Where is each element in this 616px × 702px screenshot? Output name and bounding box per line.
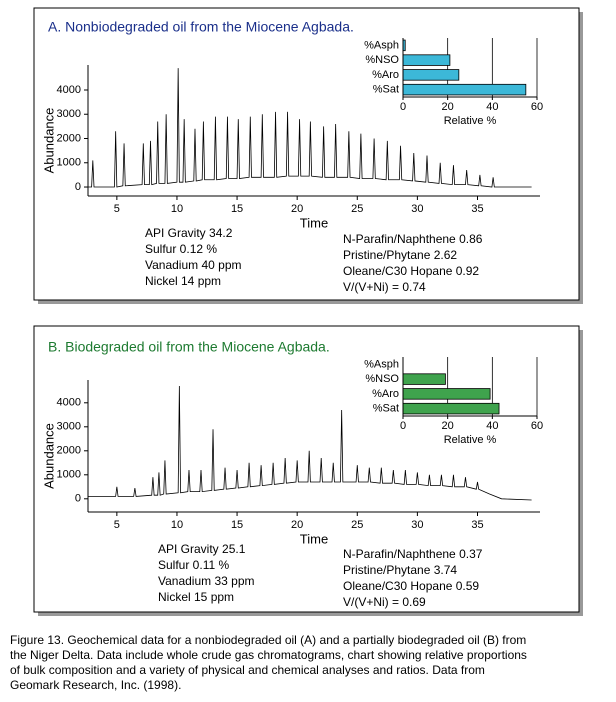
y-tick-label: 3000 xyxy=(57,108,81,120)
ratio-note: Pristine/Phytane 2.62 xyxy=(343,248,457,262)
x-tick-label: 10 xyxy=(171,203,183,215)
y-axis-label: Abundance xyxy=(41,108,56,174)
x-tick-label: 40 xyxy=(486,420,498,432)
category-label: %Aro xyxy=(372,69,399,81)
ratio-note: Oleane/C30 Hopane 0.59 xyxy=(343,579,479,593)
y-axis-label: Abundance xyxy=(41,423,56,489)
bar xyxy=(402,83,527,96)
category-label: %Sat xyxy=(373,403,399,415)
y-tick-label: 3000 xyxy=(57,421,81,433)
x-tick-label: 20 xyxy=(442,420,454,432)
y-tick-label: 1000 xyxy=(57,157,81,169)
x-axis-label: Time xyxy=(300,531,328,546)
x-tick-label: 5 xyxy=(114,519,120,531)
x-tick-label: 60 xyxy=(531,420,543,432)
category-label: %Aro xyxy=(372,388,399,400)
bar xyxy=(402,388,491,400)
panel-title: B. Biodegraded oil from the Miocene Agba… xyxy=(48,339,330,355)
x-tick-label: 15 xyxy=(231,203,243,215)
caption-line: the Niger Delta. Data include whole crud… xyxy=(10,648,527,662)
x-tick-label: 20 xyxy=(442,101,454,113)
category-label: %NSO xyxy=(365,373,399,385)
x-tick-label: 30 xyxy=(411,203,423,215)
y-tick-label: 2000 xyxy=(57,445,81,457)
category-label: %Asph xyxy=(364,358,399,370)
ratio-note: V/(V+Ni) = 0.69 xyxy=(343,595,426,609)
category-label: %NSO xyxy=(365,54,399,66)
x-axis-label: Time xyxy=(300,215,328,230)
bar xyxy=(402,402,500,415)
chromatogram xyxy=(88,385,532,501)
x-tick-label: 5 xyxy=(114,203,120,215)
bar xyxy=(402,69,460,81)
caption-line: Figure 13. Geochemical data for a nonbio… xyxy=(10,633,526,647)
y-tick-label: 0 xyxy=(75,181,81,193)
x-tick-label: 25 xyxy=(351,203,363,215)
x-tick-label: 35 xyxy=(471,203,483,215)
ratio-note: N-Parafin/Naphthene 0.86 xyxy=(343,232,483,246)
caption-line: of bulk composition and a variety of phy… xyxy=(10,663,485,677)
ratio-note: N-Parafin/Naphthene 0.37 xyxy=(343,547,483,561)
y-tick-label: 4000 xyxy=(57,84,81,96)
category-label: %Sat xyxy=(373,84,399,96)
x-tick-label: 60 xyxy=(531,101,543,113)
analysis-note: Vanadium 33 ppm xyxy=(158,574,255,588)
ratio-note: Pristine/Phytane 3.74 xyxy=(343,563,457,577)
x-tick-label: 0 xyxy=(400,101,406,113)
analysis-note: Nickel 15 ppm xyxy=(158,590,234,604)
ratio-note: V/(V+Ni) = 0.74 xyxy=(343,280,426,294)
x-tick-label: 0 xyxy=(400,420,406,432)
x-tick-label: 30 xyxy=(411,519,423,531)
panel-title: A. Nonbiodegraded oil from the Miocene A… xyxy=(48,19,354,35)
analysis-note: Sulfur 0.11 % xyxy=(158,558,229,572)
category-label: %Asph xyxy=(364,39,399,51)
bar xyxy=(402,54,451,66)
x-tick-label: 25 xyxy=(351,519,363,531)
y-tick-label: 1000 xyxy=(57,469,81,481)
y-tick-label: 2000 xyxy=(57,132,81,144)
analysis-note: API Gravity 34.2 xyxy=(145,226,233,240)
x-tick-label: 20 xyxy=(291,519,303,531)
bar xyxy=(402,373,446,385)
x-tick-label: 40 xyxy=(486,101,498,113)
x-tick-label: 20 xyxy=(291,203,303,215)
ratio-note: Oleane/C30 Hopane 0.92 xyxy=(343,264,479,278)
x-axis-label: Relative % xyxy=(444,115,497,127)
x-tick-label: 15 xyxy=(231,519,243,531)
analysis-note: Nickel 14 ppm xyxy=(145,274,221,288)
x-tick-label: 35 xyxy=(471,519,483,531)
x-tick-label: 10 xyxy=(171,519,183,531)
analysis-note: Vanadium 40 ppm xyxy=(145,258,242,272)
y-tick-label: 4000 xyxy=(57,397,81,409)
y-tick-label: 0 xyxy=(75,493,81,505)
caption-line: Geomark Research, Inc. (1998). xyxy=(10,678,181,692)
x-axis-label: Relative % xyxy=(444,434,497,446)
analysis-note: Sulfur 0.12 % xyxy=(145,242,217,256)
chromatogram xyxy=(88,68,532,188)
analysis-note: API Gravity 25.1 xyxy=(158,542,246,556)
